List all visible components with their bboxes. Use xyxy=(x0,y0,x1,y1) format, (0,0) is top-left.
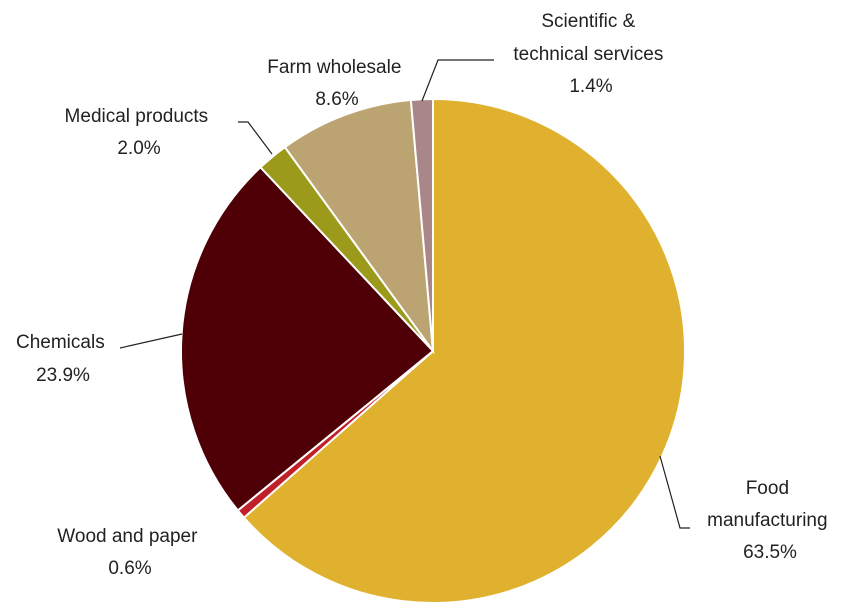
leader-line-food-manufacturing xyxy=(659,455,690,529)
label-food-manufacturing: Food manufacturing 63.5% xyxy=(707,478,833,563)
label-chemicals: Chemicals 23.9% xyxy=(16,332,110,386)
label-chemicals-value: 23.9% xyxy=(36,365,90,386)
label-scientific-technical-line2: technical services xyxy=(513,44,663,65)
label-medical-products-value: 2.0% xyxy=(117,138,160,159)
label-wood-and-paper-line1: Wood and paper xyxy=(57,526,198,547)
label-farm-wholesale-value: 8.6% xyxy=(315,89,358,110)
leader-lines xyxy=(119,59,690,529)
label-food-manufacturing-line2: manufacturing xyxy=(707,510,827,531)
pie-slice-farm-wholesale xyxy=(283,98,435,355)
leader-line-chemicals xyxy=(119,333,183,349)
label-medical-products: Medical products 2.0% xyxy=(65,106,214,159)
label-food-manufacturing-line1: Food xyxy=(746,478,789,499)
label-farm-wholesale-line1: Farm wholesale xyxy=(267,57,401,78)
pie-slices xyxy=(180,97,686,604)
label-scientific-technical-value: 1.4% xyxy=(569,76,612,97)
label-chemicals-line1: Chemicals xyxy=(16,332,105,353)
leader-line-medical-products xyxy=(238,121,273,155)
pie-slice-scientific-technical-services xyxy=(409,97,434,352)
label-scientific-technical: Scientific & technical services 1.4% xyxy=(513,11,668,97)
label-food-manufacturing-value: 63.5% xyxy=(743,542,797,563)
label-scientific-technical-line1: Scientific & xyxy=(541,11,635,32)
label-wood-and-paper: Wood and paper 0.6% xyxy=(57,526,202,579)
label-wood-and-paper-value: 0.6% xyxy=(108,558,151,579)
leader-line-scientific-technical xyxy=(421,59,494,102)
label-farm-wholesale: Farm wholesale 8.6% xyxy=(267,57,406,110)
label-medical-products-line1: Medical products xyxy=(65,106,209,127)
pie-slice-food-manufacturing xyxy=(242,97,686,604)
